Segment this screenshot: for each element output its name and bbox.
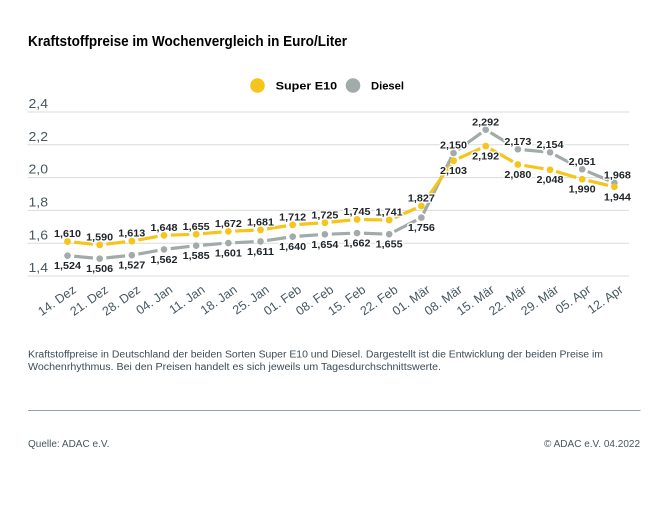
svg-text:1,990: 1,990	[569, 185, 596, 196]
svg-text:1,4: 1,4	[29, 260, 49, 275]
svg-text:1,756: 1,756	[408, 223, 435, 234]
svg-text:2,150: 2,150	[440, 141, 467, 152]
svg-text:1,585: 1,585	[183, 251, 210, 262]
svg-text:1,741: 1,741	[376, 208, 403, 219]
svg-text:1,506: 1,506	[86, 264, 113, 275]
svg-text:1,968: 1,968	[604, 170, 631, 181]
svg-text:2,0: 2,0	[29, 162, 49, 177]
svg-text:1,601: 1,601	[215, 249, 242, 260]
svg-text:2,292: 2,292	[472, 117, 499, 128]
svg-text:1,613: 1,613	[118, 229, 145, 240]
svg-text:1,712: 1,712	[279, 212, 306, 223]
svg-text:1,648: 1,648	[151, 223, 178, 234]
svg-text:1,662: 1,662	[344, 239, 371, 250]
svg-text:2,080: 2,080	[504, 170, 531, 181]
svg-text:1,827: 1,827	[408, 194, 435, 205]
svg-text:1,944: 1,944	[604, 192, 631, 203]
svg-text:Diesel: Diesel	[371, 80, 404, 92]
svg-text:1,590: 1,590	[86, 232, 113, 243]
svg-text:2,051: 2,051	[569, 157, 596, 168]
svg-text:1,745: 1,745	[344, 207, 371, 218]
svg-text:1,640: 1,640	[279, 242, 306, 253]
svg-text:Kraftstoffpreise in Deutschlan: Kraftstoffpreise in Deutschland der beid…	[28, 349, 603, 360]
svg-text:1,8: 1,8	[29, 195, 49, 210]
svg-text:2,103: 2,103	[440, 166, 467, 177]
svg-text:2,4: 2,4	[29, 96, 49, 111]
svg-text:1,655: 1,655	[183, 222, 210, 233]
svg-text:1,672: 1,672	[215, 219, 242, 230]
svg-text:2,048: 2,048	[537, 175, 564, 186]
svg-text:1,527: 1,527	[118, 261, 145, 272]
svg-text:1,6: 1,6	[29, 227, 49, 242]
svg-text:1,681: 1,681	[247, 218, 274, 229]
svg-text:© ADAC e.V. 04.2022: © ADAC e.V. 04.2022	[544, 439, 640, 450]
svg-text:1,524: 1,524	[54, 261, 81, 272]
svg-text:1,610: 1,610	[54, 229, 81, 240]
svg-text:1,654: 1,654	[311, 240, 338, 251]
svg-text:1,562: 1,562	[151, 255, 178, 266]
svg-text:Kraftstoffpreise im Wochenverg: Kraftstoffpreise im Wochenvergleich in E…	[28, 33, 347, 50]
svg-text:1,655: 1,655	[376, 240, 403, 251]
svg-text:Quelle: ADAC e.V.: Quelle: ADAC e.V.	[28, 439, 109, 450]
svg-text:2,173: 2,173	[504, 137, 531, 148]
svg-text:2,192: 2,192	[472, 152, 499, 163]
svg-text:Wochenrhythmus. Bei den Preise: Wochenrhythmus. Bei den Preisen handelt …	[28, 362, 441, 373]
svg-text:1,611: 1,611	[247, 247, 274, 258]
svg-text:2,2: 2,2	[29, 129, 49, 144]
svg-text:2,154: 2,154	[537, 140, 564, 151]
svg-text:1,725: 1,725	[311, 210, 338, 221]
svg-text:Super E10: Super E10	[276, 80, 338, 92]
